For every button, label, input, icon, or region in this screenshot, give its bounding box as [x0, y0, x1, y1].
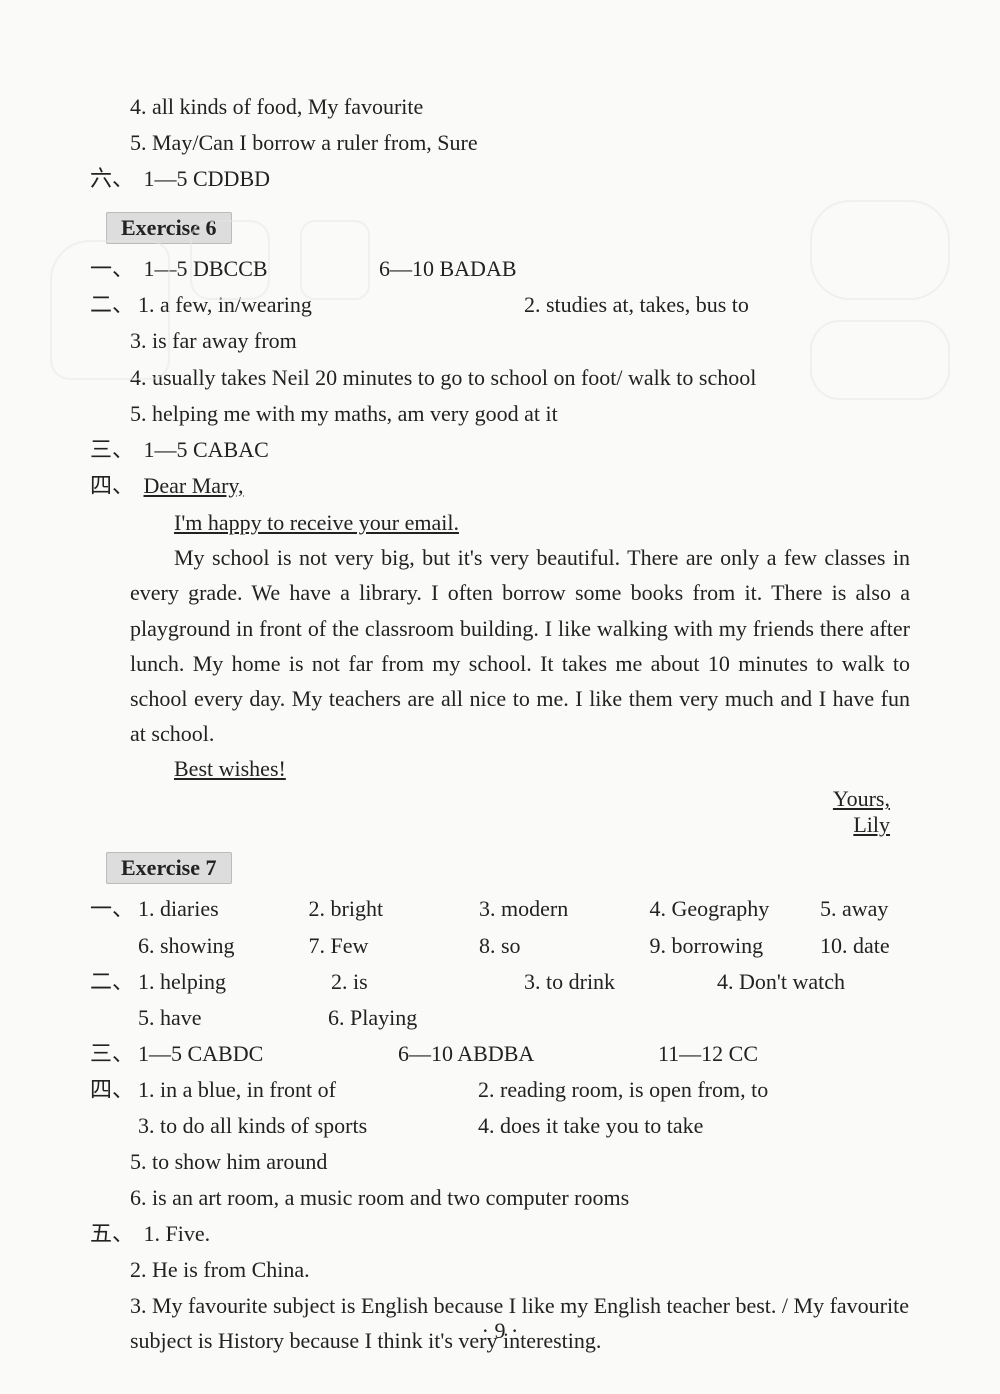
- ex7-s4-1: 1. in a blue, in front of: [138, 1073, 478, 1107]
- ex6-s3-label: 三、: [90, 433, 138, 467]
- ex6-s2-item1: 1. a few, in/wearing: [138, 288, 524, 322]
- ex7-s3-label: 三、: [90, 1037, 138, 1071]
- ex7-s1-1: 1. diaries: [138, 892, 309, 926]
- ex7-s4-4: 4. does it take you to take: [478, 1109, 703, 1143]
- six-label: 六、: [90, 162, 138, 196]
- ex7-s1-5: 5. away: [820, 892, 910, 926]
- intro-item-5: 5. May/Can I borrow a ruler from, Sure: [90, 126, 910, 160]
- ex7-s1-4: 4. Geography: [650, 892, 821, 926]
- ex7-s1-row1: 一、 1. diaries 2. bright 3. modern 4. Geo…: [90, 892, 910, 926]
- ex6-s1: 一、 1—5 DBCCB 6—10 BADAB: [90, 252, 910, 286]
- ex7-s5-1: 1. Five.: [144, 1221, 211, 1246]
- ex6-s1-b: 6—10 BADAB: [379, 256, 517, 281]
- ex6-s3: 三、 1—5 CABAC: [90, 433, 910, 467]
- ex7-s2-5: 5. have: [138, 1001, 328, 1035]
- ex7-s1-3: 3. modern: [479, 892, 650, 926]
- ex7-s3-a: 1—5 CABDC: [138, 1037, 398, 1071]
- ex7-s1-label: 一、: [90, 892, 138, 926]
- ex7-s2-row1: 二、 1. helping 2. is 3. to drink 4. Don't…: [90, 965, 910, 999]
- letter-greeting: Dear Mary,: [144, 473, 244, 498]
- ex7-s4-6: 6. is an art room, a music room and two …: [90, 1181, 910, 1215]
- ex6-s2-item4: 4. usually takes Neil 20 minutes to go t…: [90, 361, 910, 395]
- ex7-s2-6: 6. Playing: [328, 1001, 417, 1035]
- letter-p1: I'm happy to receive your email.: [130, 505, 910, 540]
- ex6-s2-item2: 2. studies at, takes, bus to: [524, 288, 910, 322]
- six-text: 1—5 CDDBD: [144, 166, 271, 191]
- page-number: · 9 ·: [0, 1318, 1000, 1344]
- ex7-s2-1: 1. helping: [138, 965, 331, 999]
- ex7-s1-9: 9. borrowing: [650, 929, 821, 963]
- ex7-s2-row2: 5. have 6. Playing: [90, 1001, 910, 1035]
- ex7-s4-5: 5. to show him around: [90, 1145, 910, 1179]
- letter-block: I'm happy to receive your email. My scho…: [90, 505, 910, 787]
- ex6-s2-row1: 二、 1. a few, in/wearing 2. studies at, t…: [90, 288, 910, 322]
- letter-sig2: Lily: [90, 812, 910, 838]
- ex7-s3-b: 6—10 ABDBA: [398, 1037, 658, 1071]
- ex7-s2-2: 2. is: [331, 965, 524, 999]
- intro-item-4: 4. all kinds of food, My favourite: [90, 90, 910, 124]
- ex7-s2-3: 3. to drink: [524, 965, 717, 999]
- ex7-s1-10: 10. date: [820, 929, 910, 963]
- exercise-6-header: Exercise 6: [106, 212, 232, 244]
- letter-sig1: Yours,: [90, 786, 910, 812]
- ex6-s2-item3: 3. is far away from: [90, 324, 910, 358]
- section-six: 六、 1—5 CDDBD: [90, 162, 910, 196]
- ex7-s4-2: 2. reading room, is open from, to: [478, 1073, 768, 1107]
- ex7-s1-row2: 6. showing 7. Few 8. so 9. borrowing 10.…: [90, 929, 910, 963]
- ex6-s2-item5: 5. helping me with my maths, am very goo…: [90, 397, 910, 431]
- ex6-s1-a: 1—5 DBCCB: [144, 252, 374, 286]
- ex6-s3-text: 1—5 CABAC: [144, 437, 269, 462]
- ex7-s5-2: 2. He is from China.: [90, 1253, 910, 1287]
- letter-closing: Best wishes!: [130, 751, 910, 786]
- exercise-7-header: Exercise 7: [106, 852, 232, 884]
- ex6-s1-label: 一、: [90, 252, 138, 286]
- ex7-s1-2: 2. bright: [309, 892, 480, 926]
- ex7-s2-4: 4. Don't watch: [717, 965, 910, 999]
- ex6-s4-label: 四、: [90, 469, 138, 503]
- ex7-s3-c: 11—12 CC: [658, 1037, 758, 1071]
- ex7-s1-7: 7. Few: [309, 929, 480, 963]
- ex7-s1-8: 8. so: [479, 929, 650, 963]
- ex7-s5-label: 五、: [90, 1217, 138, 1251]
- ex7-s4-label: 四、: [90, 1073, 138, 1107]
- ex7-s5-row1: 五、 1. Five.: [90, 1217, 910, 1251]
- ex7-s4-3: 3. to do all kinds of sports: [138, 1109, 478, 1143]
- ex7-s3: 三、 1—5 CABDC 6—10 ABDBA 11—12 CC: [90, 1037, 910, 1071]
- letter-p2: My school is not very big, but it's very…: [130, 540, 910, 751]
- ex7-s4-row1: 四、 1. in a blue, in front of 2. reading …: [90, 1073, 910, 1107]
- ex6-s2-label: 二、: [90, 288, 138, 322]
- ex7-s4-row2: 3. to do all kinds of sports 4. does it …: [90, 1109, 910, 1143]
- ex7-s1-6: 6. showing: [138, 929, 309, 963]
- ex6-s4: 四、 Dear Mary,: [90, 469, 910, 503]
- ex7-s2-label: 二、: [90, 965, 138, 999]
